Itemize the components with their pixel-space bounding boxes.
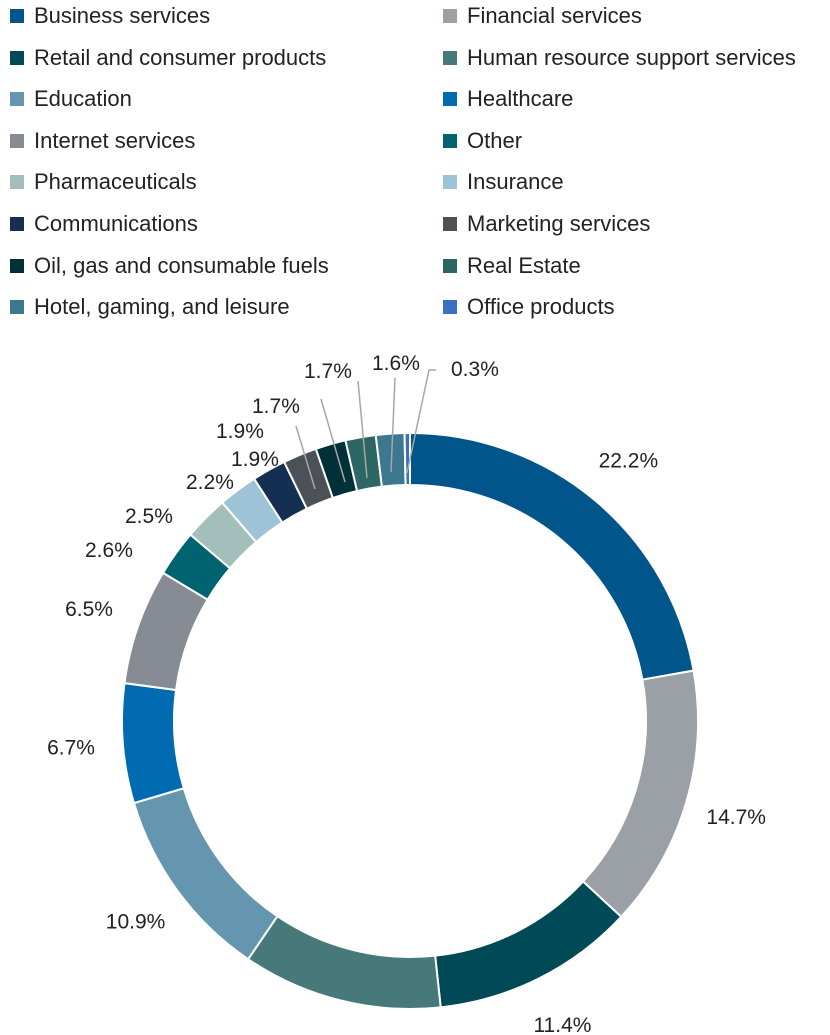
data-label-insurance: 2.2% [186,471,234,494]
slice-human-resource-support-services [246,914,442,1010]
legend-item-communications: Communications [10,209,198,239]
slice-financial-services [581,669,699,919]
legend-swatch [10,92,24,107]
legend-item-office-products: Office products [443,292,615,322]
data-label-real-estate: 1.7% [304,360,352,383]
legend-item-hotel-gaming-and-leisure: Hotel, gaming, and leisure [10,292,290,322]
leader-line-oil-gas-and-consumable-fuels [320,398,346,483]
legend-item-other: Other [443,126,522,156]
data-label-business-services: 22.2% [599,449,659,472]
legend-swatch [443,133,457,148]
legend-item-marketing-services: Marketing services [443,209,650,239]
legend-label: Financial services [467,3,642,28]
legend-item-pharmaceuticals: Pharmaceuticals [10,167,197,197]
legend-label: Office products [467,294,615,320]
legend-item-oil-gas-and-consumable-fuels: Oil, gas and consumable fuels [10,251,329,281]
legend-item-insurance: Insurance [443,167,564,197]
legend-label: Marketing services [467,211,651,236]
data-label-internet-services: 6.5% [65,598,113,621]
legend-label: Business services [34,3,211,28]
data-label-office-products: 0.3% [451,358,499,381]
legend-label: Hotel, gaming, and leisure [34,294,290,320]
data-label-financial-services: 14.7% [706,806,766,829]
legend-swatch [443,258,457,273]
legend-swatch [443,217,457,231]
legend-label: Internet services [34,127,196,153]
legend-swatch [10,300,24,315]
legend-swatch [10,50,24,65]
slice-retail-and-consumer-products [434,880,623,1009]
legend-swatch [10,217,24,231]
legend-label: Insurance [467,169,564,195]
legend-swatch [10,175,24,190]
data-label-communications: 1.9% [231,448,279,471]
data-label-other: 2.6% [85,539,133,562]
legend-label: Pharmaceuticals [34,169,197,195]
legend-item-financial-services: Financial services [443,1,642,31]
legend-item-healthcare: Healthcare [443,84,573,114]
legend-swatch [443,300,457,315]
legend-label: Real Estate [467,252,581,278]
leader-line-real-estate [357,380,368,479]
data-label-hotel-gaming-and-leisure: 1.6% [372,352,420,375]
legend-label: Retail and consumer products [34,44,327,70]
legend-item-retail-and-consumer-products: Retail and consumer products [10,43,326,73]
legend-item-human-resource-support-services: Human resource support services [443,43,796,73]
leader-line-marketing-services [295,425,316,490]
legend-item-internet-services: Internet services [10,126,195,156]
legend-label: Education [34,86,132,112]
leader-line-hotel-gaming-and-leisure [390,377,396,473]
legend-swatch [10,9,24,23]
slice-office-products [403,431,411,487]
legend-swatch [10,258,24,273]
legend-label: Healthcare [467,86,574,112]
legend-swatch [443,9,457,23]
legend-label: Human resource support services [467,44,796,70]
data-label-retail-and-consumer-products: 11.4% [533,1014,591,1035]
data-label-education: 10.9% [106,911,166,934]
legend-item-real-estate: Real Estate [443,251,581,281]
data-label-marketing-services: 1.9% [216,420,264,443]
legend-label: Other [467,127,523,153]
data-label-pharmaceuticals: 2.5% [125,505,173,528]
data-label-healthcare: 6.7% [47,737,95,760]
legend-item-business-services: Business services [10,1,210,31]
leader-line-office-products [406,369,436,474]
legend-label: Oil, gas and consumable fuels [34,252,329,278]
legend-label: Communications [34,211,198,236]
data-label-oil-gas-and-consumable-fuels: 1.7% [252,395,300,418]
slice-hotel-gaming-and-leisure [374,432,407,488]
chart-legend: Business services Financial services Retai… [0,0,830,330]
legend-swatch [443,50,457,65]
legend-swatch [443,175,457,190]
legend-swatch [443,92,457,107]
legend-item-education: Education [10,84,132,114]
slice-healthcare [121,681,186,805]
legend-swatch [10,133,24,148]
